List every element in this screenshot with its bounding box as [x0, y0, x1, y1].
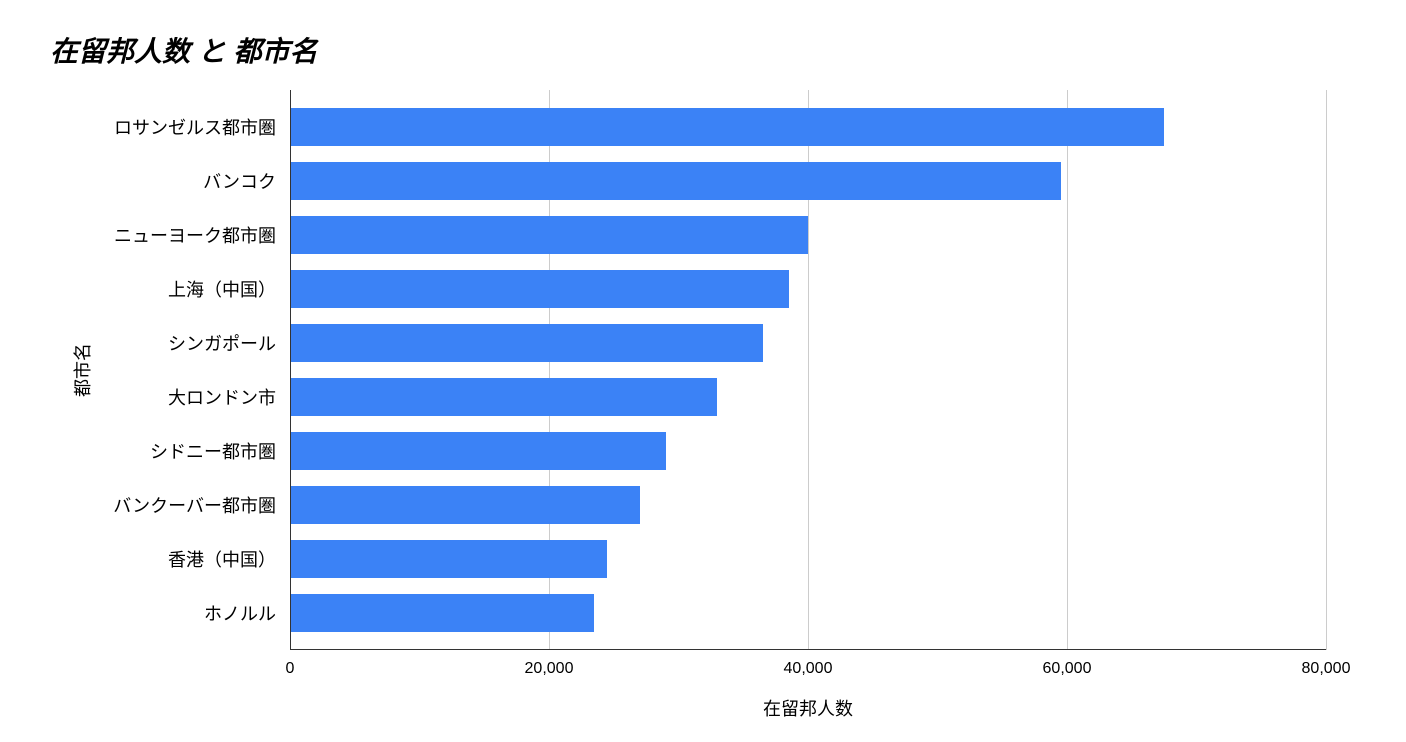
bar	[290, 378, 717, 416]
y-tick-label: シンガポール	[168, 330, 276, 356]
bar	[290, 324, 763, 362]
y-tick-label: ニューヨーク都市圏	[114, 222, 276, 248]
x-tick-label: 0	[286, 660, 295, 678]
bar-row: ニューヨーク都市圏	[290, 216, 1326, 254]
bar-row: 香港（中国）	[290, 540, 1326, 578]
y-tick-label: ホノルル	[204, 600, 276, 626]
y-tick-label: ロサンゼルス都市圏	[114, 114, 276, 140]
bar-row: ロサンゼルス都市圏	[290, 108, 1326, 146]
bar	[290, 540, 607, 578]
plot-area: 都市名 ロサンゼルス都市圏バンコクニューヨーク都市圏上海（中国）シンガポール大ロ…	[290, 90, 1326, 650]
bar-row: 大ロンドン市	[290, 378, 1326, 416]
x-axis-line	[290, 649, 1326, 650]
bar-row: シドニー都市圏	[290, 432, 1326, 470]
x-tick-label: 20,000	[525, 660, 574, 678]
bar-row: ホノルル	[290, 594, 1326, 632]
grid-line	[1326, 90, 1327, 650]
y-tick-label: 香港（中国）	[168, 546, 276, 572]
bar	[290, 216, 808, 254]
bar	[290, 270, 789, 308]
bar	[290, 162, 1061, 200]
y-tick-label: 大ロンドン市	[168, 384, 276, 410]
y-tick-label: シドニー都市圏	[150, 438, 276, 464]
bar	[290, 594, 594, 632]
x-tick-label: 80,000	[1302, 660, 1351, 678]
x-tick-label: 40,000	[784, 660, 833, 678]
bar-row: バンコク	[290, 162, 1326, 200]
bar	[290, 486, 640, 524]
bar	[290, 432, 666, 470]
x-tick-label: 60,000	[1043, 660, 1092, 678]
y-tick-label: バンコク	[203, 168, 276, 194]
chart-title: 在留邦人数 と 都市名	[50, 30, 1366, 70]
bar-row: シンガポール	[290, 324, 1326, 362]
bar	[290, 108, 1164, 146]
y-tick-label: 上海（中国）	[168, 276, 276, 302]
y-axis-title: 都市名	[69, 343, 95, 397]
y-tick-label: バンクーバー都市圏	[113, 492, 276, 518]
bar-row: バンクーバー都市圏	[290, 486, 1326, 524]
y-axis-line	[290, 90, 291, 650]
bars-group: ロサンゼルス都市圏バンコクニューヨーク都市圏上海（中国） シンガポール大ロンドン市…	[290, 90, 1326, 650]
bar-row: 上海（中国）	[290, 270, 1326, 308]
chart-container: 在留邦人数 と 都市名 都市名 ロサンゼルス都市圏バンコクニューヨーク都市圏上海…	[0, 0, 1406, 742]
x-axis-title: 在留邦人数	[290, 695, 1326, 721]
